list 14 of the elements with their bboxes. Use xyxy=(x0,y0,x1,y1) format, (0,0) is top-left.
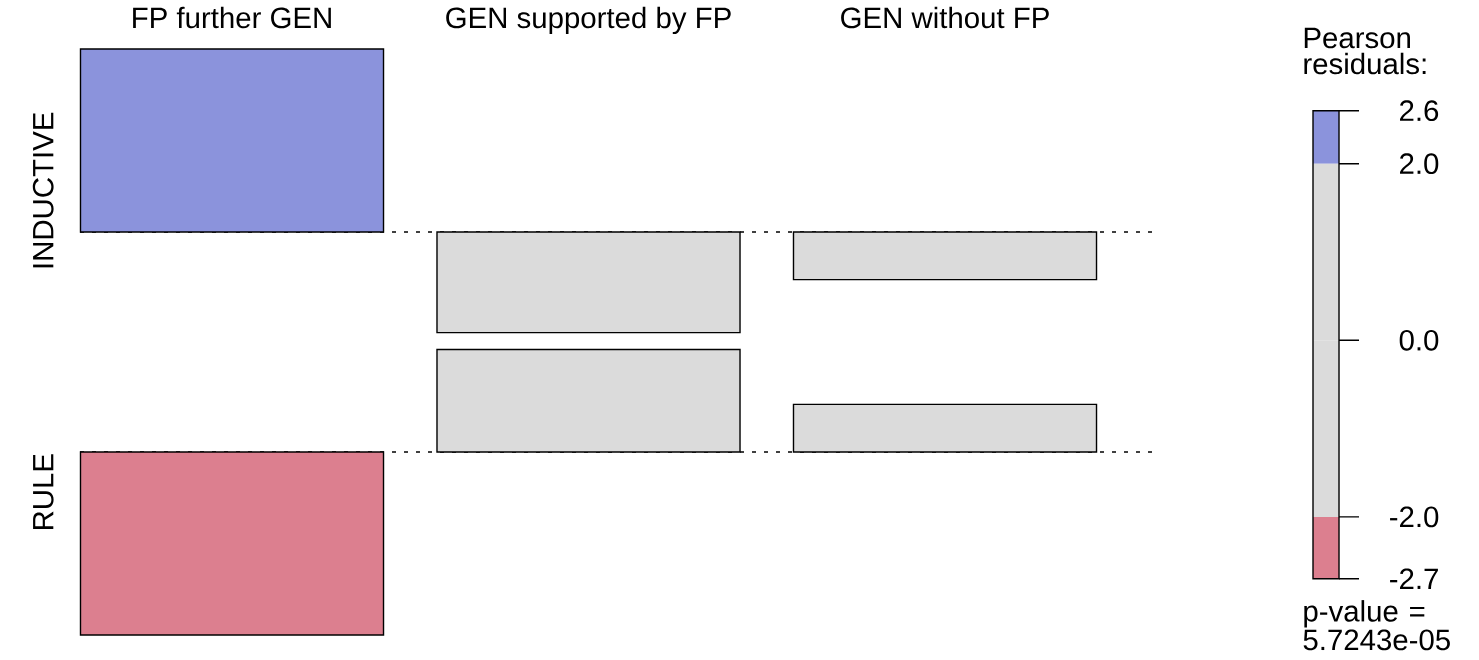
y-tick-label: 2.0 xyxy=(1400,153,1439,175)
bar xyxy=(1313,516,1340,579)
y-tick-label: -2.0 xyxy=(1390,506,1439,528)
chart-title: Pearson residuals: xyxy=(1304,27,1426,75)
x-tick-label: GEN without FP xyxy=(841,6,1049,29)
y-tick-label: 0.0 xyxy=(1399,329,1439,351)
x-tick-label: FP further GEN xyxy=(133,6,331,29)
y-tick-label: 2.6 xyxy=(1400,100,1439,122)
y-axis-title: INDUCTIVE xyxy=(32,112,54,268)
x-tick-label: GEN supported by FP xyxy=(446,6,731,35)
bar xyxy=(1313,110,1340,164)
y-tick-label: -2.7 xyxy=(1390,568,1438,589)
text: p-value = 5.7243e-05 xyxy=(1303,600,1450,651)
y-axis-title: RULE xyxy=(33,454,54,530)
